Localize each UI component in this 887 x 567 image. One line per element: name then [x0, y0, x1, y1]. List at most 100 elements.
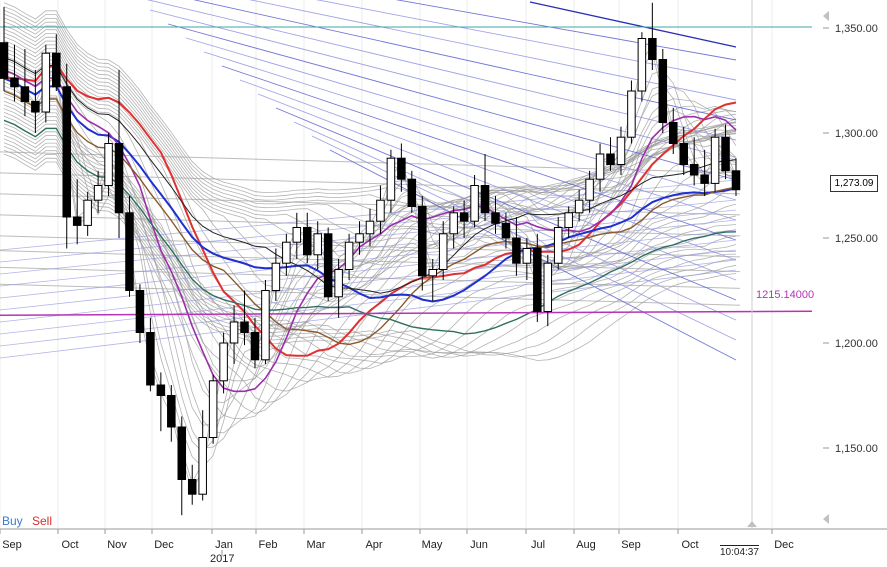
candle-body-55: [574, 199, 584, 214]
y-tick-label-0: 1,350.00: [835, 23, 878, 35]
y-axis: 1,350.00 1,300.00 1,250.00 1,200.00 1,150.00: [823, 23, 878, 455]
candle-body-27: [282, 241, 291, 264]
indicator-lines: [3, 56, 737, 393]
x-tick-label-14: Dec: [774, 539, 794, 551]
blue-rise-2: [0, 199, 737, 275]
candle-body-5: [52, 52, 61, 88]
candle-body-18: [187, 479, 197, 495]
grey-flat-4: [0, 266, 741, 289]
x-tick-label-1: Oct: [61, 539, 78, 551]
blue-trend-1: [315, 0, 737, 81]
y-scroll-marker-icon[interactable]: [823, 514, 829, 524]
blue-trend-6: [167, 23, 737, 181]
candle-body-21: [219, 342, 228, 382]
blue-rise-5: [0, 229, 737, 311]
candle-body-58: [606, 153, 615, 165]
black-indicator-curve: [3, 56, 737, 294]
candle-body-59: [616, 136, 626, 165]
x-tick-label-3: Dec: [154, 539, 174, 551]
level-line: [0, 310, 812, 316]
level-price-label: 1215.14000: [756, 289, 815, 301]
candle-body-3: [31, 101, 40, 113]
x-axis: Sep Oct Nov Dec Jan Feb Mar Apr May Jun Jul Aug Sep O…: [0, 529, 794, 556]
candle-body-49: [512, 237, 521, 264]
candle-body-64: [668, 122, 678, 144]
blue-trend-9: [221, 65, 737, 241]
candle-body-7: [72, 216, 82, 226]
x-tick-label-8: May: [422, 539, 443, 551]
grey-flat-7: [0, 151, 741, 174]
candle-body-33: [344, 241, 354, 270]
candle-body-44: [459, 212, 469, 222]
grey-band-19: [3, 40, 737, 303]
blue-trend-7: [185, 37, 737, 201]
candle-body-9: [93, 185, 103, 201]
candle-body-30: [313, 233, 322, 256]
blue-trend-5: [149, 9, 737, 161]
candle-body-46: [480, 185, 490, 214]
blue-trend-13: [293, 121, 737, 321]
x-tick-label-10: Jul: [531, 539, 545, 551]
x-tick-label-6: Mar: [307, 539, 326, 551]
candle-body-48: [501, 222, 511, 239]
candle-body-62: [648, 38, 657, 60]
grey-band-27: [3, 25, 737, 252]
grey-band-2: [3, 84, 737, 468]
grey-band-14: [3, 108, 737, 392]
candle-body-4: [41, 52, 51, 113]
candle-body-22: [229, 321, 239, 344]
candle-body-69: [721, 136, 730, 172]
green-indicator-curve: [3, 119, 737, 335]
buy-button[interactable]: Buy: [2, 514, 23, 528]
blue-rise-7: [0, 249, 737, 335]
grey-band-18: [3, 115, 737, 378]
blue-rise-8: [0, 259, 737, 347]
candle-body-41: [428, 269, 438, 277]
candle-body-2: [20, 86, 30, 103]
grey-flat-0: [0, 193, 741, 216]
candle-body-60: [627, 90, 636, 138]
candle-body-53: [553, 227, 563, 264]
candle-body-16: [167, 395, 176, 428]
grey-flat-6: [0, 172, 741, 195]
grey-band-26: [3, 130, 737, 358]
y-top-marker-icon[interactable]: [823, 11, 829, 21]
y-tick-label-2: 1,250.00: [835, 233, 878, 245]
candles: [0, 2, 741, 516]
candle-body-43: [449, 212, 458, 235]
candle-body-35: [365, 220, 375, 235]
candle-body-54: [564, 212, 573, 229]
y-tick-label-3: 1,200.00: [835, 338, 878, 350]
candle-body-25: [261, 290, 270, 361]
sell-button[interactable]: Sell: [32, 514, 53, 528]
blue-trend-2: [248, 0, 737, 101]
x-tick-label-4: Jan: [215, 539, 233, 551]
candle-body-34: [355, 233, 364, 243]
candle-body-70: [731, 170, 741, 191]
candle-body-50: [522, 248, 532, 264]
candle-body-40: [418, 206, 427, 277]
candle-body-42: [438, 233, 448, 271]
blue-trend-12: [275, 107, 737, 301]
candle-body-39: [407, 178, 417, 207]
candle-body-45: [470, 185, 479, 222]
candle-body-17: [177, 426, 187, 480]
candle-body-11: [114, 143, 124, 214]
candle-body-19: [198, 437, 207, 495]
candle-body-0: [0, 42, 9, 79]
candle-body-15: [156, 384, 166, 396]
blue-trend-15: [329, 149, 737, 361]
candle-body-68: [710, 136, 720, 184]
grey-band-37: [3, 6, 737, 214]
x-scroll-marker-icon[interactable]: [747, 521, 757, 527]
blue-trendlines: [0, 0, 737, 361]
x-tick-label-12: Sep: [621, 539, 641, 551]
vertical-grid: [0, 0, 773, 528]
grey-band-8: [3, 96, 737, 420]
x-tick-label-0: Sep: [2, 539, 22, 551]
candle-body-13: [135, 290, 145, 333]
grey-flat-5: [0, 283, 741, 306]
candle-body-32: [334, 269, 343, 298]
candle-body-56: [585, 178, 594, 201]
